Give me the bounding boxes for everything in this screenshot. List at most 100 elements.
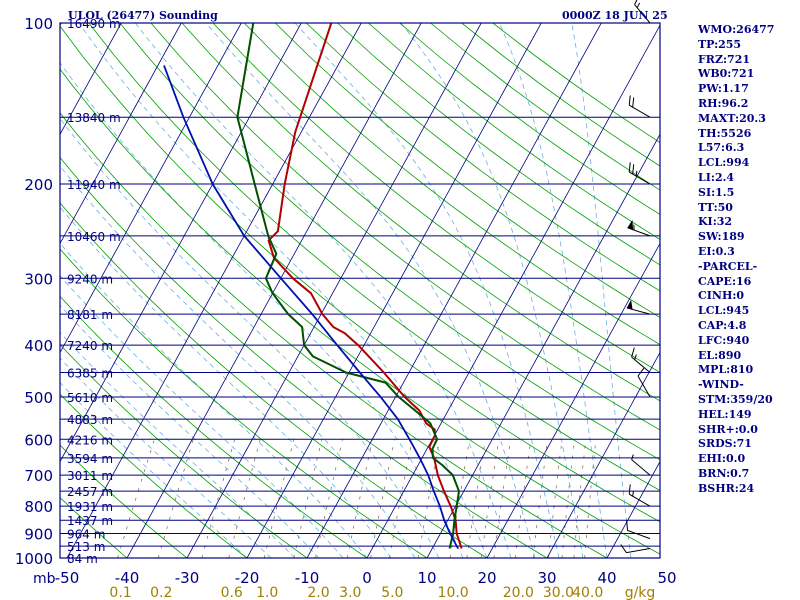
- isotherm: [426, 133, 660, 558]
- plot-frame: [59, 22, 661, 559]
- mixing-ratio-tick-label: 2.0: [307, 585, 329, 600]
- index-item: BSHR:24: [698, 481, 755, 495]
- sounding-traces: [163, 23, 463, 549]
- mixing-ratio-tick-label: 20.0: [503, 585, 534, 600]
- index-item: SI:1.5: [698, 185, 735, 199]
- mixing-ratio-tick-label: 30.0: [543, 585, 574, 600]
- wind-barb: [631, 454, 651, 476]
- height-label: 10460 m: [67, 230, 121, 244]
- index-item: LI:2.4: [698, 170, 735, 184]
- index-item: L57:6.3: [698, 141, 745, 155]
- pressure-tick-label: 400: [24, 337, 53, 355]
- mixing-ratio-tick-label: 0.1: [109, 585, 131, 600]
- height-label: 3011 m: [67, 469, 113, 483]
- index-item: -PARCEL-: [698, 259, 758, 273]
- index-item: CINH:0: [698, 289, 745, 303]
- index-item: CAPE:16: [698, 274, 752, 288]
- wind-barb: [637, 367, 651, 398]
- mixing-ratio-tick-label: 5.0: [381, 585, 403, 600]
- isotherms: [60, 23, 660, 558]
- height-label: 16490 m: [67, 17, 121, 31]
- height-label: 964 m: [67, 528, 105, 542]
- dewpoint-trace: [236, 23, 460, 549]
- index-item: KI:32: [698, 215, 733, 229]
- height-label: 13840 m: [67, 111, 121, 125]
- index-item: WMO:26477: [698, 23, 775, 36]
- isotherm: [60, 23, 122, 136]
- height-label: 5610 m: [67, 391, 113, 405]
- temperature-tick-label: 40: [597, 569, 616, 587]
- index-item: STM:359/20: [698, 392, 773, 406]
- index-item: WB0:721: [698, 67, 755, 81]
- wind-barb: [634, 0, 651, 24]
- isotherm: [366, 24, 660, 558]
- pressure-tick-label: 500: [24, 389, 53, 407]
- index-item: TP:255: [698, 37, 742, 51]
- isotherm: [546, 351, 660, 558]
- height-label: 6385 m: [67, 366, 113, 380]
- height-label: 11940 m: [67, 178, 121, 192]
- pressure-tick-label: 700: [24, 467, 53, 485]
- height-label: 9240 m: [67, 272, 113, 286]
- wind-barbs: [620, 0, 651, 554]
- temperature-trace: [267, 23, 463, 549]
- temperature-tick-label: 20: [477, 569, 496, 587]
- wind-barb: [627, 219, 651, 237]
- wind-barb: [631, 347, 651, 373]
- wind-barb: [628, 95, 651, 118]
- temperature-tick-label: -20: [235, 569, 260, 587]
- index-item: LCL:994: [698, 156, 750, 170]
- pressure-tick-label: 200: [24, 176, 53, 194]
- parcel-trace: [163, 65, 459, 549]
- index-item: LCL:945: [698, 304, 750, 318]
- index-item: MAXT:20.3: [698, 111, 766, 125]
- height-label: 513 m: [67, 540, 105, 554]
- isotherm: [66, 23, 362, 558]
- index-item: EI:0.3: [698, 244, 735, 258]
- isotherm: [246, 23, 542, 558]
- wind-barb: [626, 299, 651, 315]
- isotherm: [60, 23, 242, 354]
- isotherm: [60, 23, 182, 245]
- index-item: EHI:0.0: [698, 452, 746, 466]
- mixing-ratio-tick-label: 3.0: [339, 585, 361, 600]
- isotherm: [126, 23, 422, 558]
- wind-barb: [620, 544, 651, 554]
- isotherm: [186, 23, 482, 558]
- isotherm: [486, 242, 660, 558]
- wind-barb: [628, 484, 651, 507]
- mixing-ratio-tick-label: 10.0: [438, 585, 469, 600]
- temperature-tick-label: -30: [175, 569, 200, 587]
- index-item: CAP:4.8: [698, 318, 747, 332]
- index-item: BRN:0.7: [698, 466, 750, 480]
- wind-barb: [628, 162, 651, 185]
- height-label: 1931 m: [67, 500, 113, 514]
- height-label: 84 m: [67, 552, 98, 566]
- height-label: 7240 m: [67, 339, 113, 353]
- index-item: TT:50: [698, 200, 733, 214]
- wind-barb: [626, 520, 651, 540]
- index-item: SW:189: [698, 230, 745, 244]
- height-label: 3594 m: [67, 452, 113, 466]
- pressure-tick-label: 1000: [15, 550, 53, 568]
- index-item: -WIND-: [698, 378, 744, 392]
- mixing-ratio-tick-label: 0.6: [221, 585, 243, 600]
- pressure-tick-label: 900: [24, 526, 53, 544]
- pressure-tick-label: 300: [24, 270, 53, 288]
- index-item: RH:96.2: [698, 96, 749, 110]
- index-item: PW:1.17: [698, 82, 749, 96]
- height-label: 1437 m: [67, 514, 113, 528]
- mixing-ratio-tick-label: 1.0: [256, 585, 278, 600]
- pressure-tick-label: 800: [24, 498, 53, 516]
- mixing-ratio-tick-label: 40.0: [572, 585, 603, 600]
- pressure-tick-label: 600: [24, 431, 53, 449]
- chart-title: ULOL (26477) Sounding: [68, 9, 218, 22]
- mixing-ratio-tick-label: 0.2: [150, 585, 172, 600]
- temperature-tick-label: 50: [657, 569, 676, 587]
- mixing-ratio-unit-label: g/kg: [625, 585, 656, 600]
- temperature-tick-label: -50: [55, 569, 80, 587]
- height-label: 2457 m: [67, 485, 113, 499]
- index-item: LFC:940: [698, 333, 750, 347]
